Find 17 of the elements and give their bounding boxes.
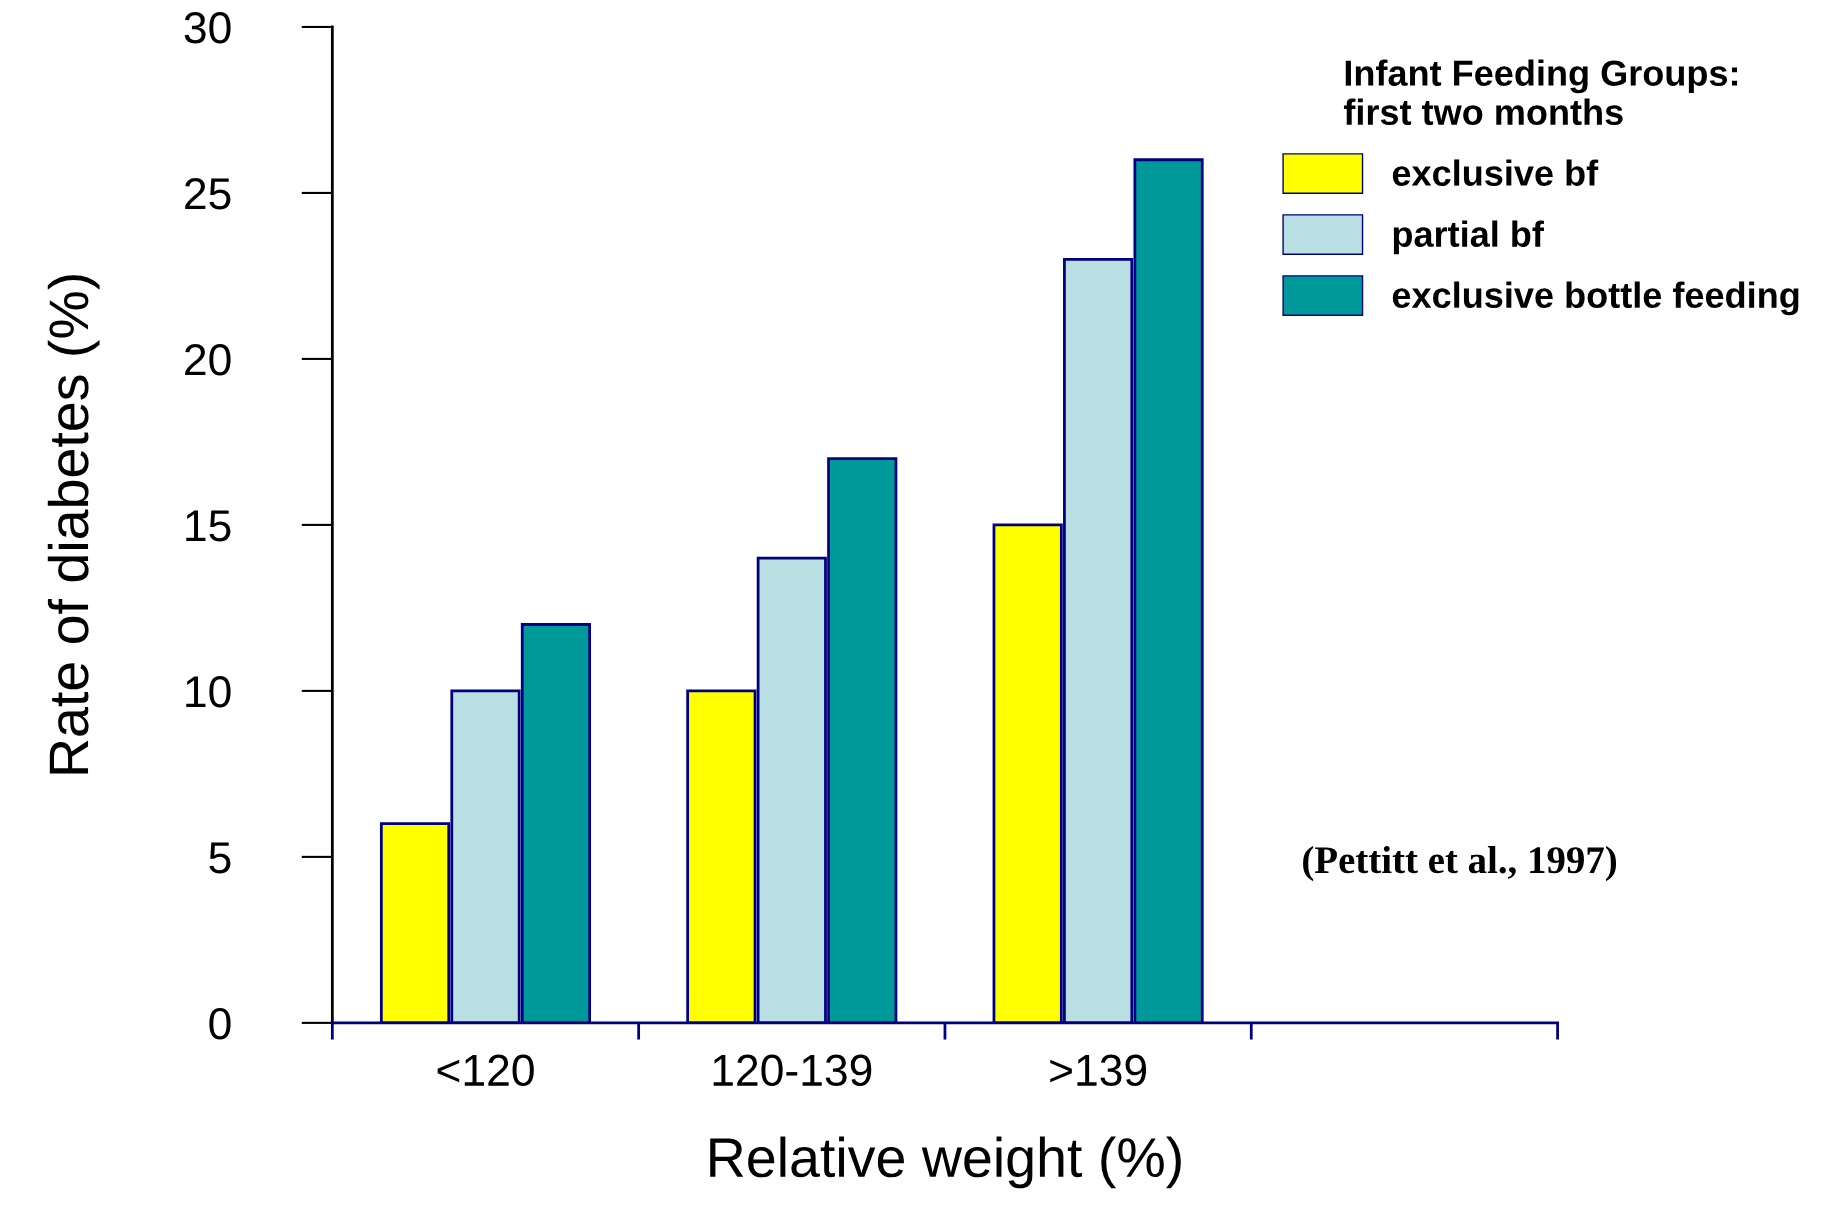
legend-label: exclusive bf xyxy=(1392,159,1599,186)
y-tick-label: 5 xyxy=(209,842,231,874)
x-tick-label: 120-139 xyxy=(713,1054,872,1087)
x-tick-label: <120 xyxy=(437,1054,534,1087)
y-tick-label: 10 xyxy=(186,675,231,708)
y-tick-label: 15 xyxy=(186,510,231,542)
legend-title: Infant Feeding Groups: first two months xyxy=(1343,59,1738,126)
x-axis-title: Relative weight (%) xyxy=(710,1136,1181,1189)
y-tick-label: 0 xyxy=(209,1007,231,1040)
legend-label: exclusive bottle feeding xyxy=(1392,281,1799,316)
y-axis-title: Rate of diabetes (%) xyxy=(47,275,100,774)
y-tick-label: 20 xyxy=(185,343,231,376)
legend-label: partial bf xyxy=(1393,220,1544,255)
y-tick-label: 30 xyxy=(184,12,231,44)
x-tick-label: >139 xyxy=(1050,1054,1147,1087)
annotation: (Pettitt et al., 1997) xyxy=(1303,845,1617,882)
y-tick-label: 25 xyxy=(185,178,231,210)
